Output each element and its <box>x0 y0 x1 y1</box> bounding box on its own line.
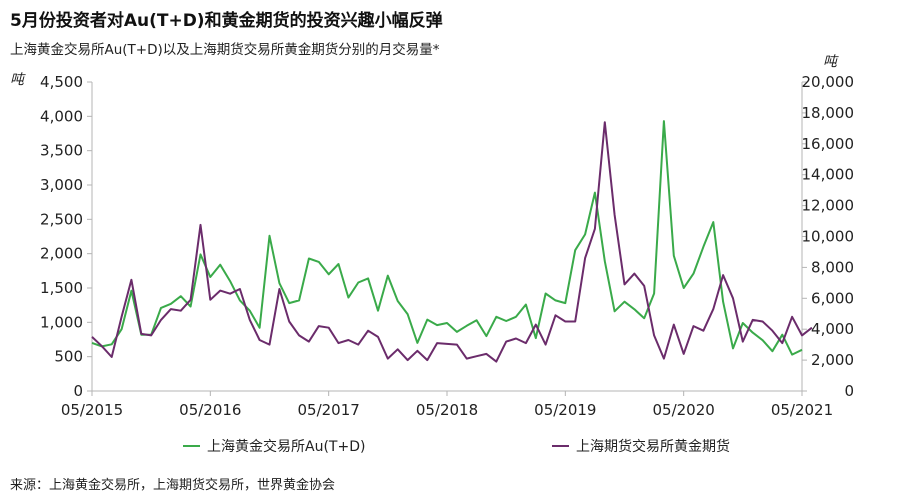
legend: 上海黄金交易所Au(T+D) 上海期货交易所黄金期货 <box>183 438 730 455</box>
series-line-gold-futures <box>91 121 813 363</box>
right-axis-tick-label: 14,000 <box>802 166 855 184</box>
legend-label-au-td: 上海黄金交易所Au(T+D) <box>207 438 365 455</box>
right-axis-tick-label: 20,000 <box>802 73 855 91</box>
series-line-au-td <box>91 120 803 356</box>
left-axis-tick-label: 4,500 <box>40 73 83 91</box>
legend-label-gold-futures: 上海期货交易所黄金期货 <box>576 438 730 455</box>
left-axis-tick-label: 4,000 <box>40 107 83 125</box>
left-axis-tick-label: 500 <box>54 348 83 366</box>
right-axis-tick-label: 0 <box>844 382 854 400</box>
left-axis-tick-label: 2,000 <box>40 245 83 263</box>
right-axis-tick-label: 18,000 <box>802 104 855 122</box>
x-axis-tick-label: 05/2015 <box>61 401 123 419</box>
chart-subtitle: 上海黄金交易所Au(T+D)以及上海期货交易所黄金期货分别的月交易量* <box>10 42 440 58</box>
left-axis-tick-label: 1,500 <box>40 279 83 297</box>
right-axis-tick-label: 2,000 <box>811 351 854 369</box>
x-axis-tick-label: 05/2018 <box>416 401 478 419</box>
chart-title: 5月份投资者对Au(T+D)和黄金期货的投资兴趣小幅反弹 <box>10 11 443 31</box>
left-axis-tick-label: 3,500 <box>40 142 83 160</box>
left-axis-tick-label: 0 <box>73 382 83 400</box>
right-axis-unit: 吨 <box>823 54 839 70</box>
left-axis-tick-label: 2,500 <box>40 210 83 228</box>
series-lines <box>91 120 813 363</box>
x-axis-tick-label: 05/2017 <box>298 401 360 419</box>
right-axis-tick-label: 4,000 <box>811 320 854 338</box>
right-axis-tick-label: 12,000 <box>802 197 855 215</box>
left-axis-tick-label: 1,000 <box>40 313 83 331</box>
x-axis-tick-label: 05/2019 <box>534 401 596 419</box>
left-axis-tick-label: 3,000 <box>40 176 83 194</box>
x-axis-tick-label: 05/2016 <box>179 401 241 419</box>
source-note: 来源：上海黄金交易所，上海期货交易所，世界黄金协会 <box>10 478 336 493</box>
x-axis-tick-label: 05/2021 <box>771 401 833 419</box>
right-axis-tick-label: 10,000 <box>802 228 855 246</box>
right-axis-tick-label: 8,000 <box>811 258 854 276</box>
right-axis-tick-label: 6,000 <box>811 289 854 307</box>
axes: 0 500 1,000 1,500 2,000 2,500 3,000 3,500 4,000 4… <box>40 73 854 419</box>
x-axis-tick-label: 05/2020 <box>653 401 715 419</box>
left-axis-unit: 吨 <box>10 72 26 88</box>
right-axis-tick-label: 16,000 <box>802 135 855 153</box>
